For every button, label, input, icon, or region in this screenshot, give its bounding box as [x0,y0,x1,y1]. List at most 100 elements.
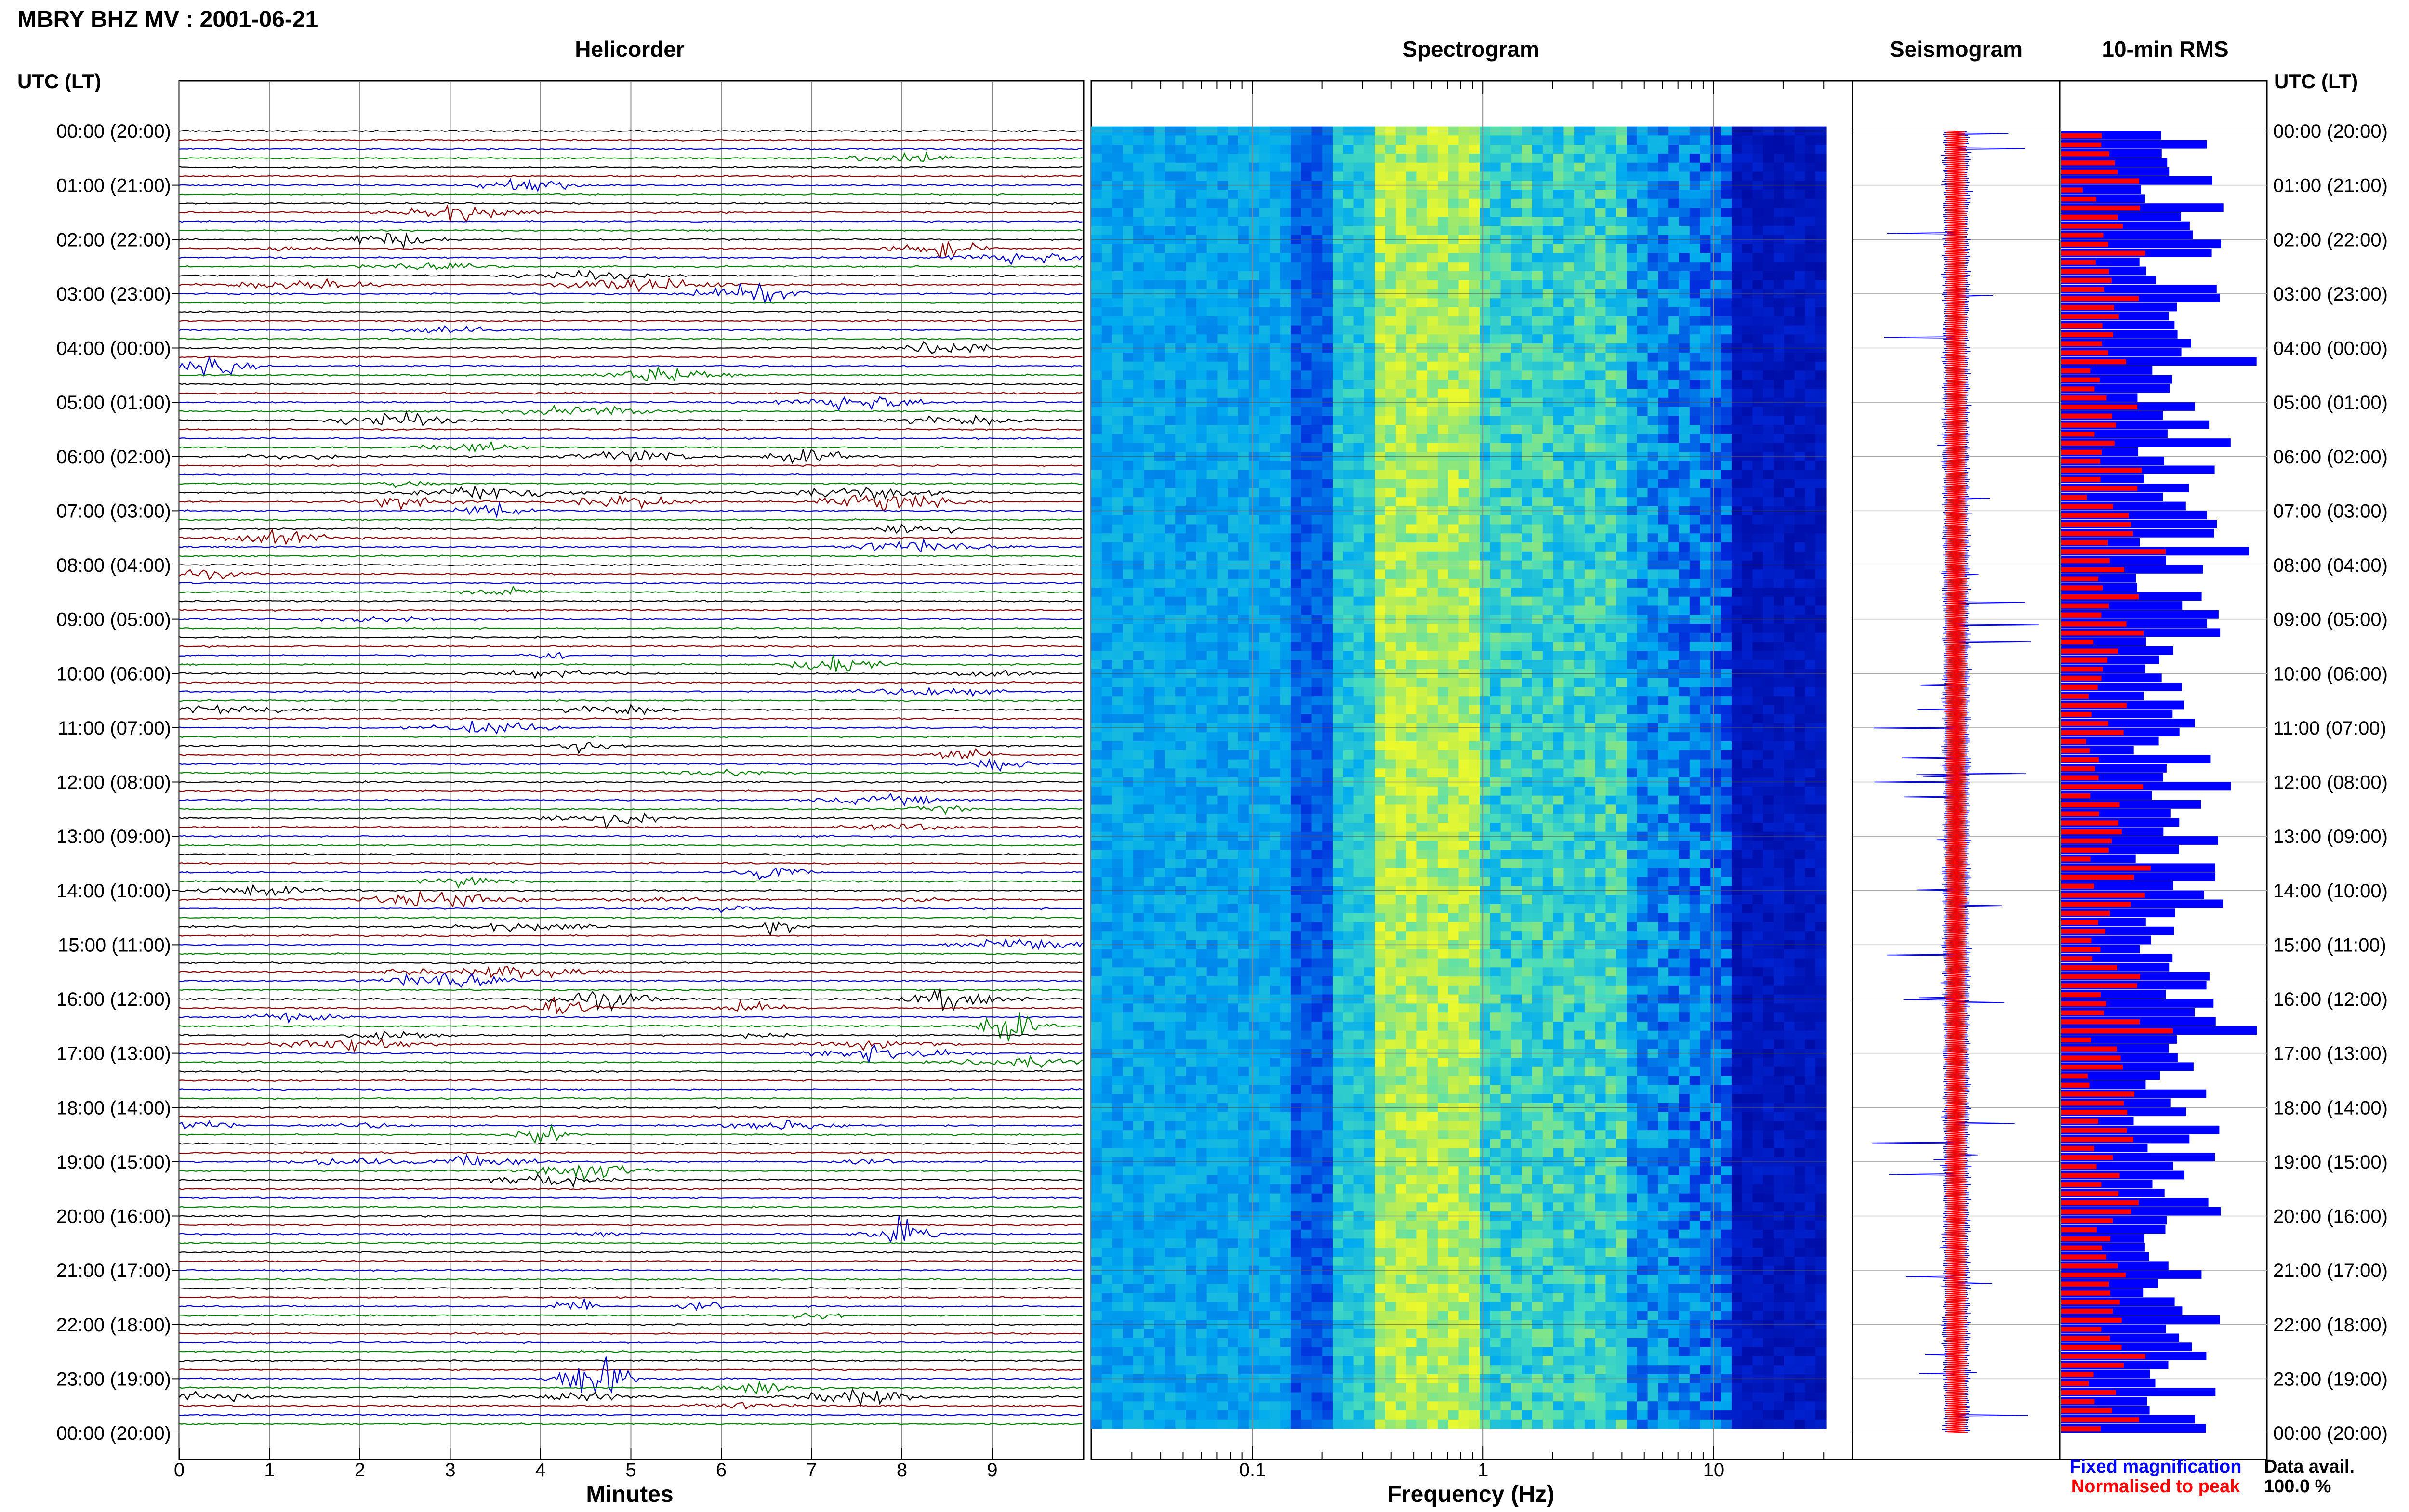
spectrogram-cell [1616,515,1627,525]
spectrogram-cell [1311,497,1323,507]
spectrogram-cell [1280,307,1291,317]
spectrogram-cell [1731,551,1743,561]
spectrogram-cell [1238,524,1249,534]
spectrogram-cell [1805,280,1816,290]
spectrogram-cell [1437,533,1449,543]
spectrogram-cell [1490,542,1501,552]
spectrogram-cell [1647,217,1658,226]
spectrogram-cell [1774,596,1785,606]
spectrogram-cell [1322,425,1333,434]
spectrogram-cell [1427,425,1438,434]
spectrogram-cell [1437,208,1449,217]
spectrogram-cell [1301,198,1312,209]
spectrogram-cell [1091,135,1102,145]
spectrogram-cell [1280,714,1291,724]
spectrogram-cell [1532,316,1543,326]
spectrogram-cell [1375,605,1386,615]
spectrogram-cell [1175,135,1186,145]
spectrogram-cell [1815,425,1827,434]
spectrogram-cell [1522,153,1533,163]
spectrogram-cell [1364,380,1375,389]
spectrogram-cell [1427,316,1438,326]
spectrogram-cell [1259,605,1270,615]
spectrogram-cell [1217,596,1228,606]
spectrogram-cell [1175,461,1186,471]
spectrogram-cell [1574,497,1585,507]
spectrogram-cell [1301,632,1312,643]
spectrogram-cell [1165,262,1176,272]
spectrogram-cell [1679,190,1690,199]
spectrogram-cell [1175,470,1186,480]
spectrogram-cell [1553,488,1564,498]
spectrogram-cell [1322,687,1333,697]
spectrogram-cell [1165,461,1176,471]
spectrogram-cell [1731,461,1743,471]
spectrogram-cell [1196,579,1207,588]
spectrogram-cell [1731,705,1743,715]
spectrogram-cell [1143,208,1155,217]
spectrogram-cell [1668,389,1680,398]
spectrogram-cell [1123,533,1134,543]
spectrogram-cell [1742,533,1753,543]
spectrogram-cell [1175,434,1186,444]
spectrogram-cell [1805,470,1816,480]
helicorder-trace [179,834,1083,838]
spectrogram-cell [1427,651,1438,660]
spectrogram-cell [1553,307,1564,317]
spectrogram-cell [1616,569,1627,579]
spectrogram-cell [1375,714,1386,724]
spectrogram-cell [1784,361,1795,371]
spectrogram-cell [1742,416,1753,425]
spectrogram-cell [1647,732,1658,742]
spectrogram-cell [1427,587,1438,597]
spectrogram-cell [1448,732,1459,742]
spectrogram-cell [1101,208,1113,217]
spectrogram-cell [1091,298,1102,308]
spectrogram-cell [1742,298,1753,308]
spectrogram-cell [1091,651,1102,660]
spectrogram-cell [1206,479,1218,489]
spectrogram-cell [1458,316,1469,326]
spectrogram-cell [1091,352,1102,362]
spectrogram-cell [1721,162,1732,172]
spectrogram-cell [1784,587,1795,597]
spectrogram-cell [1175,425,1186,434]
spectrogram-cell [1238,325,1249,335]
spectrogram-cell [1437,334,1449,344]
spectrogram-cell [1679,651,1690,660]
spectrogram-cell [1165,687,1176,697]
spectrogram-cell [1290,569,1302,579]
spectrogram-cell [1101,551,1113,561]
spectrogram-cell [1270,244,1281,253]
spectrogram-cell [1689,316,1701,326]
spectrogram-cell [1815,316,1827,326]
spectrogram-cell [1469,190,1480,199]
spectrogram-cell [1353,624,1364,633]
spectrogram-cell [1333,325,1344,335]
spectrogram-cell [1186,352,1197,362]
spectrogram-cell [1774,217,1785,226]
spectrogram-cell [1805,443,1816,452]
spectrogram-cell [1784,162,1795,172]
spectrogram-cell [1091,750,1102,760]
spectrogram-cell [1333,416,1344,425]
spectrogram-cell [1154,587,1165,597]
spectrogram-cell [1679,171,1690,181]
spectrogram-cell [1480,425,1491,434]
spectrogram-cell [1689,271,1701,281]
spectrogram-cell [1448,579,1459,588]
spectrogram-cell [1511,551,1522,561]
spectrogram-cell [1416,488,1428,498]
spectrogram-cell [1395,488,1407,498]
spectrogram-cell [1469,524,1480,534]
spectrogram-cell [1774,352,1785,362]
spectrogram-cell [1427,714,1438,724]
spectrogram-cell [1217,298,1228,308]
spectrogram-cell [1794,316,1805,326]
spectrogram-cell [1248,380,1260,389]
spectrogram-cell [1333,425,1344,434]
spectrogram-cell [1406,389,1417,398]
spectrogram-cell [1511,334,1522,344]
spectrogram-cell [1668,705,1680,715]
spectrogram-cell [1196,208,1207,217]
